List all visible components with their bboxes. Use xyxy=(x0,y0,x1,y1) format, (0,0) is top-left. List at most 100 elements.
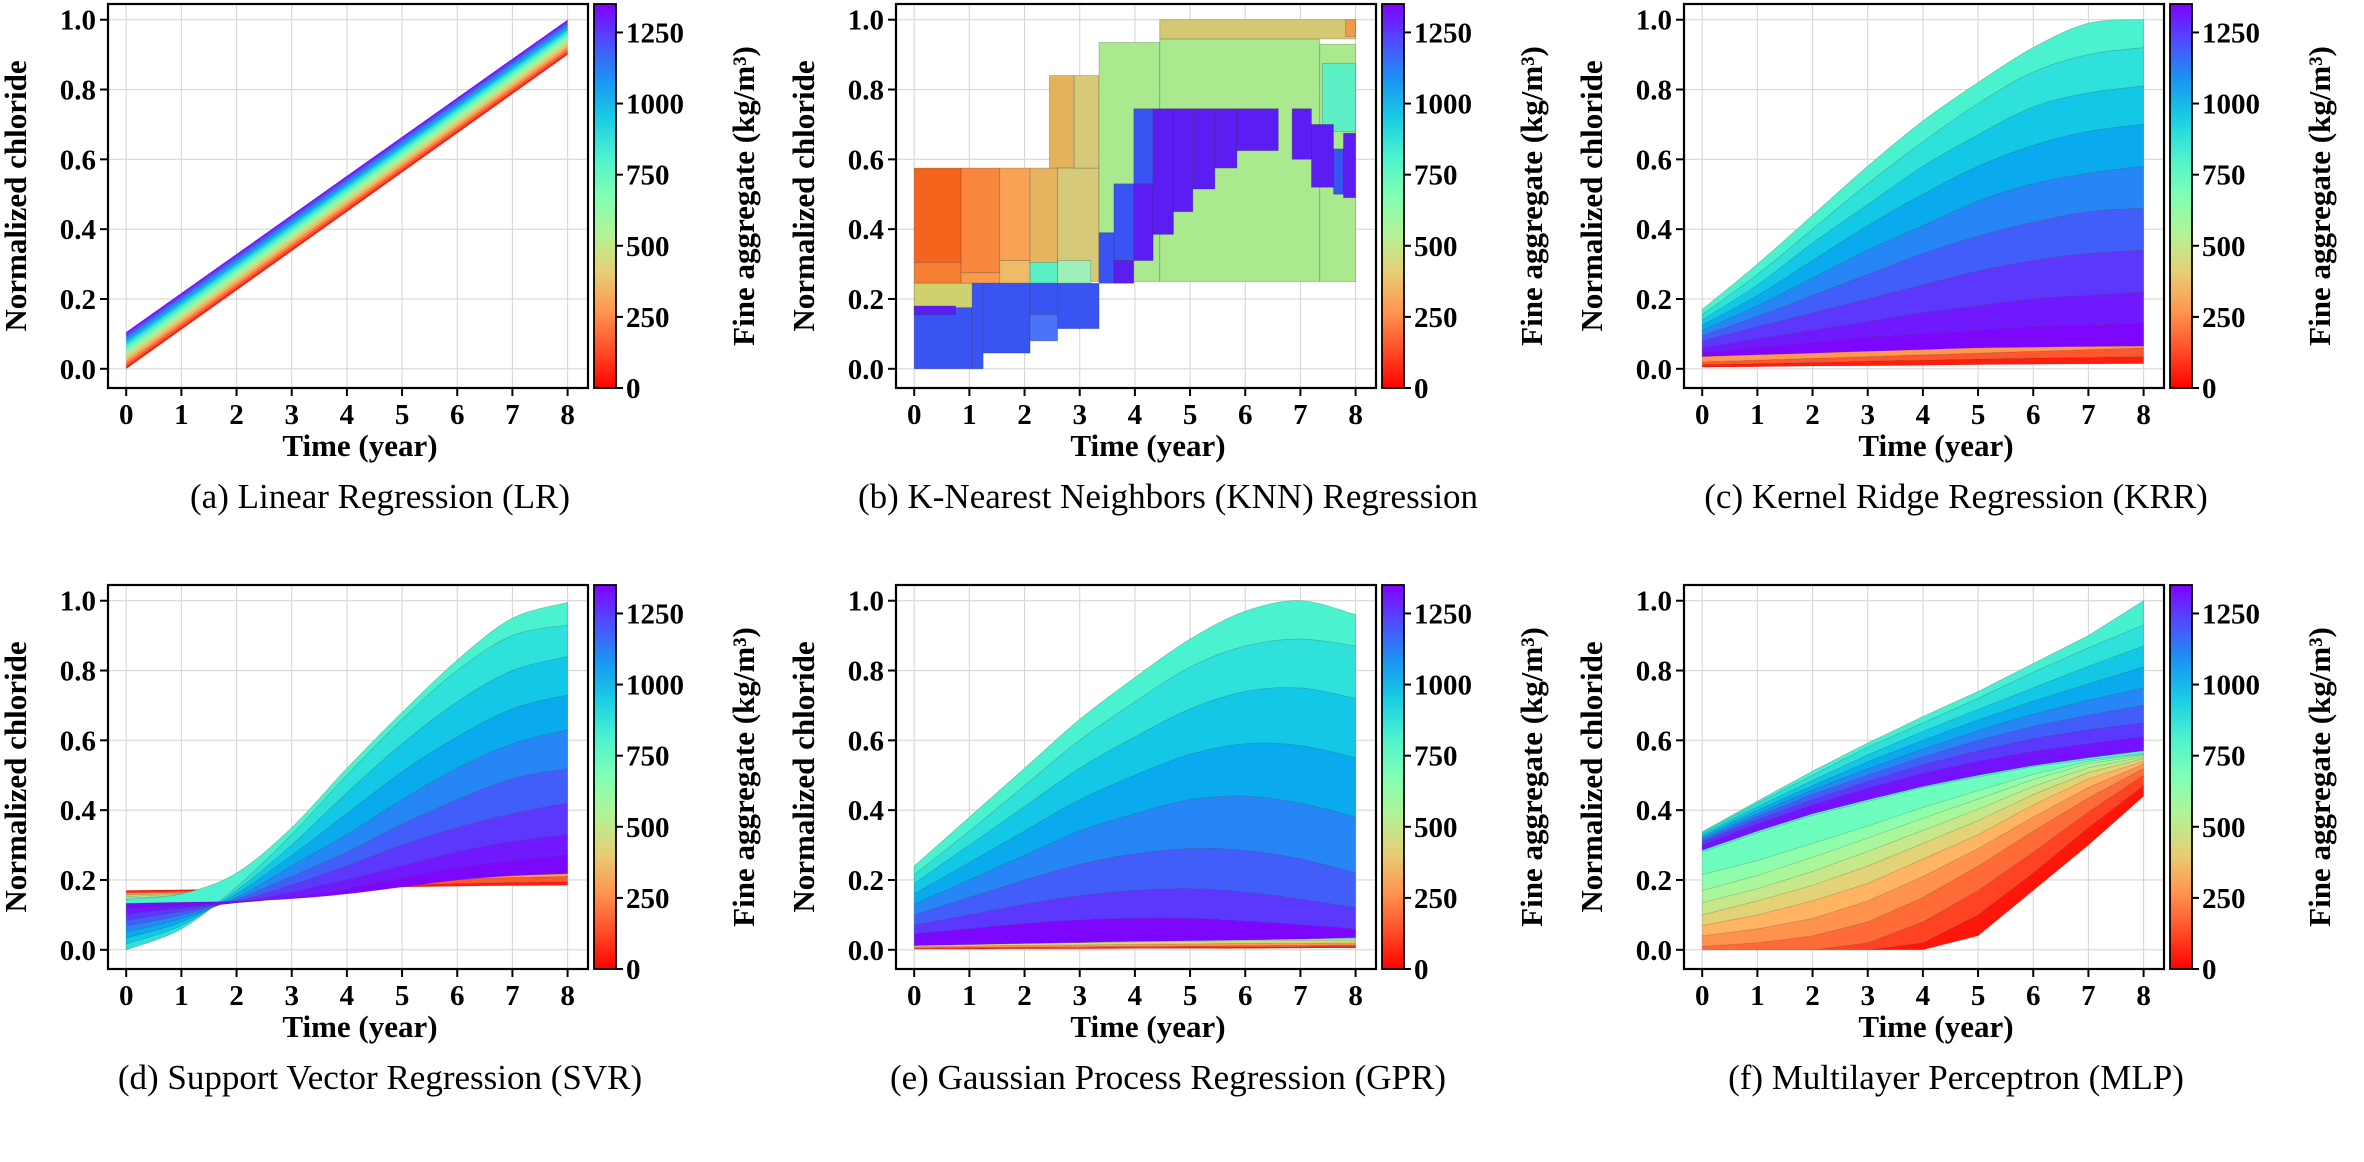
y-tick-label: 0.2 xyxy=(848,865,884,897)
knn-region xyxy=(1214,108,1238,169)
y-axis-label: Normalized chloride xyxy=(0,60,33,331)
chart-d: 0 1 2 3 4 5 6 7 8 0.0 0.2 0.4 0.6 0.8 1.0 Time (year) No… xyxy=(0,581,788,1162)
x-tick-label: 3 xyxy=(1860,980,1875,1012)
panel-e: 0 1 2 3 4 5 6 7 8 0.0 0.2 0.4 0.6 0.8 1.0 Time (year) No… xyxy=(788,581,1576,1162)
x-tick-label: 4 xyxy=(340,399,355,431)
x-axis-label: Time (year) xyxy=(1070,428,1225,463)
knn-region xyxy=(999,167,1031,261)
band-v964-1061 xyxy=(125,26,568,344)
x-tick-label: 3 xyxy=(284,399,299,431)
x-tick-label: 2 xyxy=(229,980,244,1012)
tick-marks xyxy=(1676,18,2199,396)
x-tick-label: 2 xyxy=(229,399,244,431)
colorbar-tick-label: 1000 xyxy=(1414,89,1472,121)
y-tick-label: 0.8 xyxy=(60,656,96,688)
band-v868-964 xyxy=(125,29,568,346)
axes-frame xyxy=(894,583,1378,971)
x-tick-label: 1 xyxy=(962,399,977,431)
knn-region xyxy=(1113,260,1135,284)
knn-region xyxy=(1029,282,1059,316)
band-v193-289 xyxy=(125,46,568,365)
knn-region xyxy=(1113,183,1135,261)
x-tick-label: 7 xyxy=(1293,980,1308,1012)
colorbar-tick-label: 750 xyxy=(2202,741,2246,773)
colorbar-tick-label: 250 xyxy=(2202,883,2246,915)
x-tick-label: 7 xyxy=(2081,399,2096,431)
band-v1290-1330 xyxy=(125,834,568,915)
colorbar-tick-label: 250 xyxy=(626,883,670,915)
colorbar-tick-label: 250 xyxy=(2202,302,2246,334)
x-tick-label: 0 xyxy=(1695,399,1710,431)
y-tick-label: 0.6 xyxy=(848,725,884,757)
colorbar xyxy=(1381,584,1405,970)
panel-c: 0 1 2 3 4 5 6 7 8 0.0 0.2 0.4 0.6 0.8 1.0 Time (year) No… xyxy=(1576,0,2364,581)
knn-region xyxy=(999,260,1031,284)
knn-region xyxy=(1048,75,1075,169)
x-tick-label: 3 xyxy=(1072,980,1087,1012)
colorbar-tick-label: 1000 xyxy=(2202,670,2260,702)
x-tick-label: 8 xyxy=(2136,980,2151,1012)
colorbar-tick-label: 500 xyxy=(1414,231,1458,263)
colorbar-tick-label: 1250 xyxy=(626,17,684,49)
y-tick-label: 0.0 xyxy=(848,935,884,967)
colorbar-tick-label: 0 xyxy=(2202,373,2217,405)
x-tick-label: 7 xyxy=(1293,399,1308,431)
colorbar-tick-label: 750 xyxy=(626,741,670,773)
y-tick-label: 0.6 xyxy=(1636,144,1672,176)
axes-frame xyxy=(106,583,590,971)
y-tick-label: 1.0 xyxy=(1636,586,1672,618)
y-tick-label: 0.4 xyxy=(848,214,884,246)
knn-region xyxy=(1057,260,1092,284)
band-v96-193 xyxy=(125,48,568,367)
knn-region xyxy=(1345,19,1356,37)
x-tick-label: 5 xyxy=(1183,980,1198,1012)
contour-bands xyxy=(913,600,1356,950)
y-tick-label: 0.2 xyxy=(1636,865,1672,897)
band-v1150-1225 xyxy=(913,848,1356,926)
x-tick-label: 6 xyxy=(1238,399,1253,431)
y-tick-label: 0.4 xyxy=(1636,795,1672,827)
y-tick-label: 1.0 xyxy=(60,5,96,37)
caption: (d) Support Vector Regression (SVR) xyxy=(118,1058,642,1097)
x-tick-label: 6 xyxy=(1238,980,1253,1012)
y-tick-label: 0.2 xyxy=(60,284,96,316)
colorbar-tick-label: 1250 xyxy=(1414,598,1472,630)
knn-region xyxy=(1133,183,1154,261)
colorbar-tick-label: 750 xyxy=(2202,160,2246,192)
y-tick-label: 0.6 xyxy=(1636,725,1672,757)
axes-frame xyxy=(894,2,1378,390)
knn-region xyxy=(1311,124,1334,188)
knn-region xyxy=(1291,108,1312,160)
y-tick-label: 0.2 xyxy=(60,865,96,897)
colorbar-label: Fine aggregate (kg/m³) xyxy=(1514,627,1549,927)
band-v75-150 xyxy=(1702,774,2144,951)
colorbar-tick-label: 1000 xyxy=(2202,89,2260,121)
knn-region xyxy=(1029,167,1059,265)
x-tick-label: 5 xyxy=(395,980,410,1012)
colorbar-label: Fine aggregate (kg/m³) xyxy=(2302,46,2337,346)
caption: (b) K-Nearest Neighbors (KNN) Regression xyxy=(858,477,1478,516)
band-v1330-1350 xyxy=(1701,323,2144,357)
x-tick-label: 5 xyxy=(395,399,410,431)
band-v482-579 xyxy=(125,38,568,357)
colorbar-tick-label: 1000 xyxy=(1414,670,1472,702)
x-tick-label: 2 xyxy=(1805,399,1820,431)
x-tick-label: 4 xyxy=(340,980,355,1012)
chart-e: 0 1 2 3 4 5 6 7 8 0.0 0.2 0.4 0.6 0.8 1.0 Time (year) No… xyxy=(788,581,1576,1162)
colorbar-tick-label: 0 xyxy=(2202,954,2217,986)
colorbar-tick-label: 750 xyxy=(626,160,670,192)
y-axis-label: Normalized chloride xyxy=(0,641,33,912)
contour-bands xyxy=(1701,600,2144,951)
colorbar-tick-label: 750 xyxy=(1414,160,1458,192)
knn-region xyxy=(913,167,962,263)
x-tick-label: 0 xyxy=(119,980,134,1012)
panel-f: 0 1 2 3 4 5 6 7 8 0.0 0.2 0.4 0.6 0.8 1.0 Time (year) No… xyxy=(1576,581,2364,1162)
x-tick-label: 1 xyxy=(174,980,189,1012)
knn-region xyxy=(913,307,973,370)
band-v289-386 xyxy=(125,43,568,362)
x-tick-label: 6 xyxy=(2026,399,2041,431)
y-tick-label: 1.0 xyxy=(848,5,884,37)
knn-region xyxy=(982,282,1031,354)
colorbar-tick-label: 0 xyxy=(1414,373,1429,405)
